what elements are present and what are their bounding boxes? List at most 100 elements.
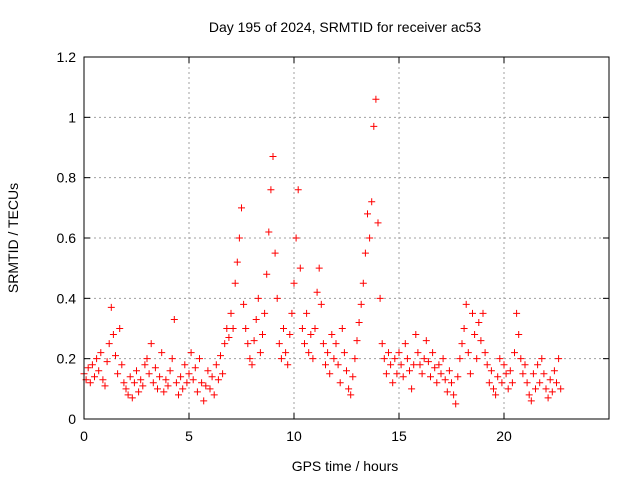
data-point <box>160 388 168 396</box>
data-point <box>450 391 458 399</box>
data-point <box>483 361 491 369</box>
y-tick-label: 0.2 <box>57 351 77 367</box>
data-point <box>372 95 380 103</box>
data-point <box>557 385 565 393</box>
data-point <box>343 367 350 375</box>
data-point <box>393 370 401 378</box>
data-point <box>280 325 287 332</box>
data-point <box>305 349 313 357</box>
data-point <box>519 370 527 378</box>
data-point <box>458 340 466 348</box>
data-point <box>242 325 250 332</box>
data-point <box>345 385 353 393</box>
data-point <box>443 388 451 396</box>
data-point <box>349 373 357 381</box>
data-point <box>84 364 92 372</box>
data-point <box>267 186 275 194</box>
data-point <box>168 355 176 363</box>
data-point <box>240 300 248 308</box>
data-point <box>235 234 243 242</box>
data-point <box>88 361 96 369</box>
y-tick-label: 0.6 <box>57 230 77 246</box>
data-point <box>166 367 174 375</box>
grid-layer <box>84 57 609 419</box>
data-point <box>231 279 239 287</box>
data-point <box>177 373 185 381</box>
data-point <box>319 340 327 348</box>
data-point <box>355 318 363 326</box>
data-point <box>389 379 397 387</box>
data-point <box>395 349 403 357</box>
data-point <box>485 379 493 387</box>
tick-labels: 0 0.2 0.4 0.6 0.8 1 1.2 0 5 10 15 20 <box>57 49 512 444</box>
data-point <box>189 376 197 384</box>
data-point <box>422 337 430 345</box>
data-point <box>315 264 323 272</box>
data-point <box>328 331 336 339</box>
data-point <box>114 370 122 378</box>
data-point <box>164 382 172 390</box>
data-point <box>179 385 187 393</box>
data-point <box>366 234 374 242</box>
data-point <box>261 309 269 317</box>
data-point <box>538 355 546 363</box>
x-tick-label: 5 <box>185 428 193 444</box>
data-point <box>504 385 512 393</box>
data-point <box>435 361 443 369</box>
data-point <box>550 367 558 375</box>
x-tick-label: 15 <box>391 428 407 444</box>
data-point <box>427 373 434 381</box>
data-point <box>244 340 252 348</box>
data-point <box>198 379 206 387</box>
data-point <box>97 349 105 357</box>
data-point <box>221 340 229 348</box>
data-point <box>359 279 367 287</box>
data-point <box>431 364 439 372</box>
data-point <box>529 370 537 378</box>
data-point <box>200 397 208 405</box>
data-point <box>513 309 521 317</box>
data-point <box>250 337 258 345</box>
data-point <box>107 303 115 311</box>
data-point <box>256 349 264 357</box>
data-point <box>137 376 145 384</box>
data-point <box>275 340 283 348</box>
data-point <box>548 388 556 396</box>
data-point <box>534 361 542 369</box>
axis-ticks <box>83 56 609 420</box>
data-point <box>433 379 441 387</box>
data-point <box>196 355 203 363</box>
data-point <box>219 370 227 378</box>
y-tick-label: 0.8 <box>57 170 77 186</box>
data-point <box>101 382 109 390</box>
data-point <box>424 358 432 366</box>
data-point <box>141 361 149 369</box>
data-point <box>418 370 426 378</box>
data-point <box>170 315 178 323</box>
data-point <box>532 385 539 393</box>
data-point <box>99 376 107 384</box>
data-point <box>175 391 182 399</box>
data-point <box>128 394 136 402</box>
data-point <box>301 340 308 348</box>
y-tick-label: 0.4 <box>57 290 77 306</box>
data-point <box>185 370 193 378</box>
data-point <box>376 294 384 302</box>
data-point <box>154 385 161 393</box>
data-point <box>364 210 371 218</box>
data-point <box>420 355 428 363</box>
data-point <box>540 370 548 378</box>
data-point <box>410 361 418 369</box>
data-point <box>206 385 214 393</box>
data-point <box>452 400 460 408</box>
data-point <box>208 373 216 381</box>
data-point <box>265 228 273 236</box>
data-point <box>448 379 455 387</box>
data-point <box>353 337 361 345</box>
data-point <box>217 352 224 360</box>
data-point <box>91 373 98 381</box>
data-point <box>202 382 210 390</box>
data-point <box>536 379 544 387</box>
data-point <box>508 379 516 387</box>
data-point <box>414 349 422 357</box>
